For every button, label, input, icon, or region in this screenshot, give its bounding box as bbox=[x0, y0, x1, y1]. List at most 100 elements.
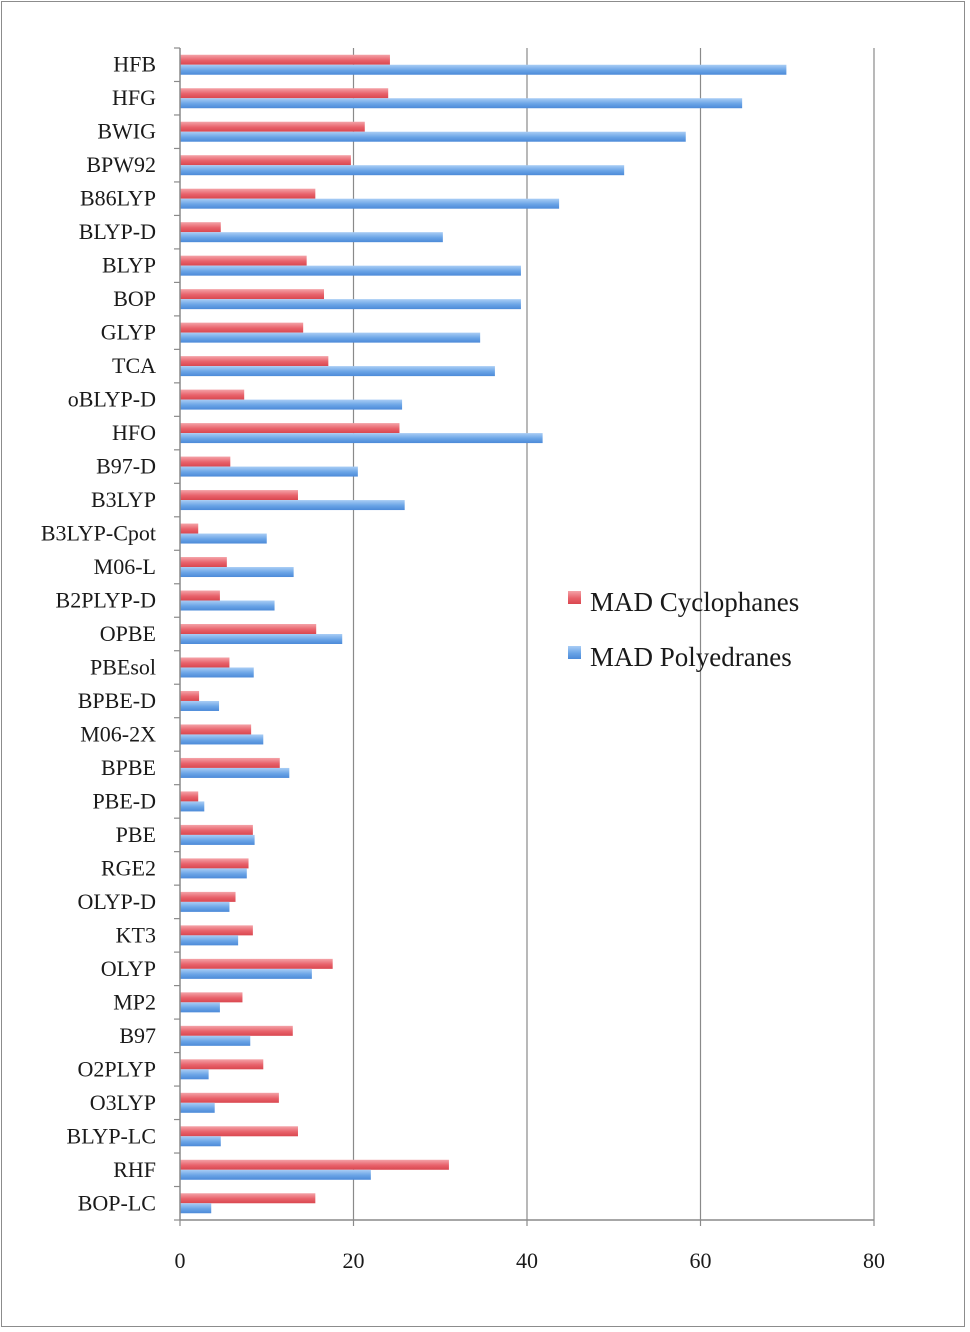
bar-cyclophanes-hfg bbox=[180, 88, 389, 99]
bar-cyclophanes-b3lyp bbox=[180, 490, 298, 501]
bar-cyclophanes-pbe-d bbox=[180, 791, 199, 802]
bar-cyclophanes-blyp bbox=[180, 255, 307, 266]
category-label-b2plyp-d: B2PLYP-D bbox=[56, 588, 156, 613]
bar-cyclophanes-opbe bbox=[180, 624, 317, 634]
bar-polyedranes-blyp-d bbox=[180, 232, 443, 243]
bar-cyclophanes-rge2 bbox=[180, 858, 249, 869]
bar-polyedranes-m06-2x bbox=[180, 734, 264, 745]
category-label-bop-lc: BOP-LC bbox=[78, 1190, 156, 1215]
legend-swatch-polyedranes bbox=[568, 646, 581, 659]
bar-polyedranes-blyp bbox=[180, 265, 521, 276]
category-label-pbe: PBE bbox=[116, 822, 156, 847]
bar-polyedranes-olyp bbox=[180, 968, 312, 979]
category-label-b86lyp: B86LYP bbox=[80, 186, 156, 211]
bar-polyedranes-blyp-lc bbox=[180, 1136, 221, 1147]
bar-polyedranes-pbesol bbox=[180, 667, 254, 678]
bar-polyedranes-o3lyp bbox=[180, 1102, 215, 1113]
category-label-bop: BOP bbox=[113, 286, 156, 311]
bar-cyclophanes-mp2 bbox=[180, 992, 243, 1003]
bar-polyedranes-pbe-d bbox=[180, 801, 205, 812]
category-label-b97: B97 bbox=[119, 1023, 156, 1048]
legend: MAD Cyclophanes MAD Polyedranes bbox=[568, 587, 799, 672]
bar-cyclophanes-m06-2x bbox=[180, 724, 252, 735]
bar-cyclophanes-tca bbox=[180, 356, 329, 367]
x-tick-label-80: 80 bbox=[863, 1248, 885, 1273]
bar-cyclophanes-bpbe-d bbox=[180, 690, 200, 701]
category-label-bwig: BWIG bbox=[97, 119, 156, 144]
bar-polyedranes-b3lyp bbox=[180, 500, 405, 511]
bars bbox=[180, 54, 787, 1214]
bar-polyedranes-glyp bbox=[180, 332, 481, 343]
bar-polyedranes-kt3 bbox=[180, 935, 239, 946]
category-labels: HFB HFG BWIG BPW92 B86LYP BLYP-D BLYP BOP GLYP TC… bbox=[41, 52, 156, 1216]
bar-cyclophanes-o2plyp bbox=[180, 1059, 264, 1070]
category-label-kt3: KT3 bbox=[116, 922, 156, 947]
bar-polyedranes-tca bbox=[180, 366, 495, 377]
bar-polyedranes-o2plyp bbox=[180, 1069, 209, 1080]
bar-polyedranes-m06-l bbox=[180, 567, 294, 578]
category-label-bpbe-d: BPBE-D bbox=[78, 688, 156, 713]
bar-cyclophanes-m06-l bbox=[180, 557, 227, 568]
bar-cyclophanes-o3lyp bbox=[180, 1092, 279, 1103]
bar-polyedranes-hfg bbox=[180, 98, 743, 109]
category-label-opbe: OPBE bbox=[100, 621, 156, 646]
bar-cyclophanes-kt3 bbox=[180, 925, 253, 936]
category-label-bpbe: BPBE bbox=[101, 755, 156, 780]
x-tick-label-40: 40 bbox=[516, 1248, 538, 1273]
category-label-tca: TCA bbox=[112, 353, 156, 378]
tick-labels: 0 20 40 60 80 bbox=[175, 1248, 886, 1273]
bar-cyclophanes-b97 bbox=[180, 1025, 293, 1036]
bar-polyedranes-bop bbox=[180, 299, 521, 310]
x-tick-label-20: 20 bbox=[343, 1248, 365, 1273]
category-label-mp2: MP2 bbox=[113, 989, 156, 1014]
category-label-hfo: HFO bbox=[112, 420, 156, 445]
bar-polyedranes-b97 bbox=[180, 1035, 251, 1046]
bar-polyedranes-b86lyp bbox=[180, 198, 560, 209]
bar-cyclophanes-blyp-lc bbox=[180, 1126, 298, 1137]
bar-cyclophanes-rhf bbox=[180, 1159, 449, 1170]
bar-cyclophanes-olyp bbox=[180, 958, 333, 969]
category-label-pbe-d: PBE-D bbox=[92, 788, 156, 813]
category-label-hfg: HFG bbox=[112, 85, 156, 110]
bar-polyedranes-rge2 bbox=[180, 868, 247, 879]
bar-cyclophanes-b97-d bbox=[180, 456, 231, 467]
bar-cyclophanes-b3lyp-cpot bbox=[180, 523, 199, 534]
legend-label-cyclophanes: MAD Cyclophanes bbox=[590, 587, 799, 617]
legend-swatch-cyclophanes bbox=[568, 591, 581, 604]
bar-cyclophanes-pbe bbox=[180, 824, 253, 835]
bar-cyclophanes-bwig bbox=[180, 121, 365, 132]
category-label-glyp: GLYP bbox=[101, 320, 156, 345]
bar-polyedranes-bwig bbox=[180, 131, 686, 142]
bar-polyedranes-rhf bbox=[180, 1169, 371, 1180]
bar-cyclophanes-bpw92 bbox=[180, 155, 351, 166]
bar-cyclophanes-oblyp-d bbox=[180, 389, 245, 400]
bar-cyclophanes-bop bbox=[180, 289, 325, 300]
category-label-bpw92: BPW92 bbox=[86, 152, 156, 177]
bar-polyedranes-b3lyp-cpot bbox=[180, 533, 267, 544]
bar-cyclophanes-bpbe bbox=[180, 757, 280, 768]
gridlines bbox=[352, 48, 875, 1220]
bar-polyedranes-hfb bbox=[180, 64, 787, 75]
bar-polyedranes-hfo bbox=[180, 433, 543, 444]
category-label-m06-2x: M06-2X bbox=[80, 721, 156, 746]
bar-polyedranes-bpbe-d bbox=[180, 700, 220, 711]
bar-polyedranes-oblyp-d bbox=[180, 399, 403, 410]
category-label-o3lyp: O3LYP bbox=[90, 1090, 156, 1115]
category-label-blyp-d: BLYP-D bbox=[79, 219, 156, 244]
category-label-b3lyp-cpot: B3LYP-Cpot bbox=[41, 521, 156, 546]
bar-cyclophanes-glyp bbox=[180, 322, 304, 333]
category-label-pbesol: PBEsol bbox=[90, 654, 156, 679]
x-tick-label-0: 0 bbox=[175, 1248, 186, 1273]
category-label-o2plyp: O2PLYP bbox=[78, 1056, 156, 1081]
category-label-rhf: RHF bbox=[113, 1157, 156, 1182]
bar-cyclophanes-b86lyp bbox=[180, 188, 316, 199]
bar-polyedranes-bpbe bbox=[180, 767, 290, 778]
bar-polyedranes-bop-lc bbox=[180, 1203, 212, 1214]
bar-cyclophanes-hfb bbox=[180, 54, 390, 65]
category-label-m06-l: M06-L bbox=[94, 554, 156, 579]
bar-polyedranes-pbe bbox=[180, 834, 255, 845]
bar-cyclophanes-olyp-d bbox=[180, 891, 236, 902]
legend-label-polyedranes: MAD Polyedranes bbox=[590, 642, 792, 672]
category-label-olyp-d: OLYP-D bbox=[78, 889, 156, 914]
